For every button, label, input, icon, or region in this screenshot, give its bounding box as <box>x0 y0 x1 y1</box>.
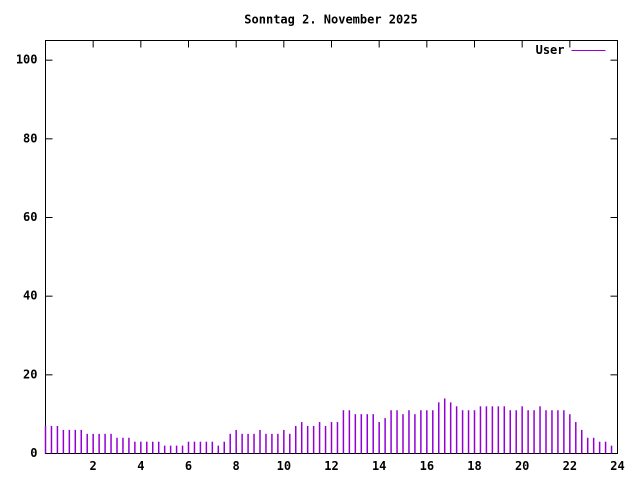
x-tick-label: 4 <box>137 459 144 473</box>
x-tick-label: 14 <box>372 459 386 473</box>
chart-title: Sonntag 2. November 2025 <box>244 13 417 27</box>
x-tick-label: 6 <box>185 459 192 473</box>
x-tick-label: 18 <box>467 459 481 473</box>
plot-frame <box>45 40 618 454</box>
x-tick-label: 2 <box>90 459 97 473</box>
x-tick-label: 24 <box>610 459 624 473</box>
y-tick-label: 20 <box>23 367 37 381</box>
x-tick-label: 12 <box>324 459 338 473</box>
y-tick-label: 100 <box>16 53 38 67</box>
x-tick-label: 10 <box>277 459 291 473</box>
legend-label: User <box>536 43 565 57</box>
x-tick-label: 16 <box>420 459 434 473</box>
y-tick-label: 60 <box>23 210 37 224</box>
x-tick-label: 22 <box>563 459 577 473</box>
x-tick-label: 8 <box>233 459 240 473</box>
y-tick-label: 80 <box>23 131 37 145</box>
y-tick-label: 40 <box>23 289 37 303</box>
x-tick-label: 20 <box>515 459 529 473</box>
y-tick-label: 0 <box>30 446 37 460</box>
